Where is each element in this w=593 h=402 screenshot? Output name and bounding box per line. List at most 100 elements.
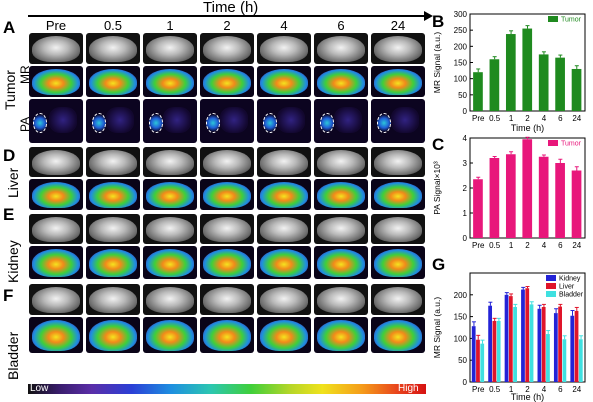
row-label-liver: Liver [5,167,21,198]
y-tick-label: 0 [463,107,468,116]
image-tile-pa [257,99,311,143]
image-tile-liver-gray [371,147,425,177]
y-tick-label: 300 [454,10,468,19]
panel-letter-e: E [3,205,15,224]
image-tile-pa [371,99,425,143]
image-tile-mr-color [200,66,254,97]
legend-swatch-tumor [548,16,558,22]
image-tile-kidney-gray [314,214,368,244]
image-tile-liver-color [143,179,197,210]
image-tile-pa [29,99,83,143]
image-tile-bladder-color [200,317,254,353]
bar-kidney [537,308,542,382]
image-tile-mr-gray [143,33,197,64]
image-tile-bladder-gray [200,284,254,315]
x-tick-label: 0.5 [489,114,501,123]
y-tick-label: 0 [463,378,468,387]
x-tick-label: 1 [509,385,514,394]
y-tick-label: 100 [454,334,468,343]
y-tick-label: 50 [458,91,467,100]
time-point-header: 4 [280,18,288,33]
image-tile-kidney-gray [257,214,311,244]
x-tick-label: Pre [472,385,485,394]
y-tick-label: 0 [463,234,468,243]
legend-swatch-kidney [546,275,556,281]
image-tile-pa [314,99,368,143]
colorbar-low-label: Low [30,383,49,394]
image-tile-kidney-color [314,246,368,279]
image-tile-mr-color [257,66,311,97]
image-tile-liver-color [314,179,368,210]
x-tick-label: 2 [525,114,530,123]
bar-bladder [480,343,485,382]
y-tick-label: 100 [454,75,468,84]
y-tick-label: 200 [454,42,468,51]
x-tick-label: 1 [509,114,514,123]
y-tick-label: 2 [463,184,468,193]
bar-tumor [473,179,483,238]
bar-tumor [538,54,549,111]
x-tick-label: 24 [572,114,581,123]
y-tick-label: 200 [454,291,468,300]
legend-label-liver: Liver [559,284,575,291]
bar-kidney [471,326,476,382]
image-tile-mr-gray [200,33,254,64]
x-tick-label: 4 [542,241,547,250]
image-tile-bladder-color [86,317,140,353]
image-tile-kidney-color [86,246,140,279]
x-tick-label: 6 [558,385,563,394]
legend-label-kidney: Kidney [559,276,581,283]
y-tick-label: 50 [458,356,467,365]
image-tile-mr-color [371,66,425,97]
y-tick-label: 150 [454,59,468,68]
image-tile-mr-gray [86,33,140,64]
image-tile-mr-color [29,66,83,97]
bar-tumor [473,72,483,111]
image-tile-bladder-color [371,317,425,353]
image-tile-liver-gray [86,147,140,177]
image-tile-liver-color [371,179,425,210]
bar-bladder [513,307,517,382]
row-label-tumor: Tumor [2,70,18,110]
bar-liver [541,307,546,382]
x-tick-label: 2 [525,385,530,394]
x-tick-label: 0.5 [489,241,501,250]
y-tick-label: 250 [454,26,468,35]
bar-tumor [555,57,565,111]
image-tile-pa [143,99,197,143]
image-tile-mr-gray [314,33,368,64]
image-tile-bladder-gray [314,284,368,315]
y-tick-label: 3 [463,159,468,168]
panel-letter-a: A [3,18,16,37]
image-tile-kidney-gray [29,214,83,244]
x-tick-label: 6 [558,241,563,250]
time-point-header: 2 [223,18,231,33]
image-tile-mr-color [314,66,368,97]
row-label-bladder: Bladder [5,331,21,380]
legend-label-tumor: Tumor [561,141,582,148]
x-tick-label: 24 [572,385,581,394]
image-tile-liver-gray [143,147,197,177]
image-tile-bladder-color [314,317,368,353]
bar-kidney [553,313,558,382]
x-tick-label: 1 [509,241,514,250]
x-tick-label: Pre [472,114,485,123]
bar-liver [508,296,513,382]
image-tile-liver-color [86,179,140,210]
image-tile-bladder-gray [143,284,197,315]
bar-tumor [522,28,533,111]
image-tile-bladder-gray [371,284,425,315]
bar-liver [574,310,579,382]
bar-tumor [555,163,565,238]
bar-tumor [571,68,582,111]
x-axis-label: Time (h) [511,392,544,402]
image-tile-mr-color [86,66,140,97]
image-tile-kidney-gray [371,214,425,244]
bar-tumor [538,156,549,238]
bar-tumor [505,34,516,111]
image-tile-bladder-color [257,317,311,353]
image-tile-liver-color [257,179,311,210]
